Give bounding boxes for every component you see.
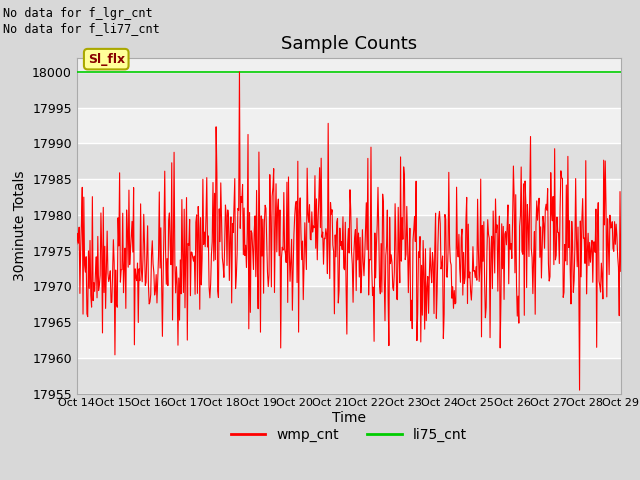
Title: Sample Counts: Sample Counts: [281, 35, 417, 53]
Legend: wmp_cnt, li75_cnt: wmp_cnt, li75_cnt: [225, 422, 472, 447]
Text: No data for f_li77_cnt: No data for f_li77_cnt: [3, 22, 160, 35]
X-axis label: Time: Time: [332, 411, 366, 425]
Bar: [77, 144, 621, 179]
Bar: [77, 179, 621, 215]
Text: Sl_flx: Sl_flx: [88, 53, 125, 66]
Bar: [77, 108, 621, 144]
Y-axis label: 30minute Totals: 30minute Totals: [13, 170, 26, 281]
Bar: [77, 251, 621, 287]
Bar: [77, 322, 621, 358]
Bar: [77, 72, 621, 108]
Bar: [77, 287, 621, 322]
Text: No data for f_lgr_cnt: No data for f_lgr_cnt: [3, 7, 153, 20]
Bar: [77, 215, 621, 251]
Bar: [77, 358, 621, 394]
